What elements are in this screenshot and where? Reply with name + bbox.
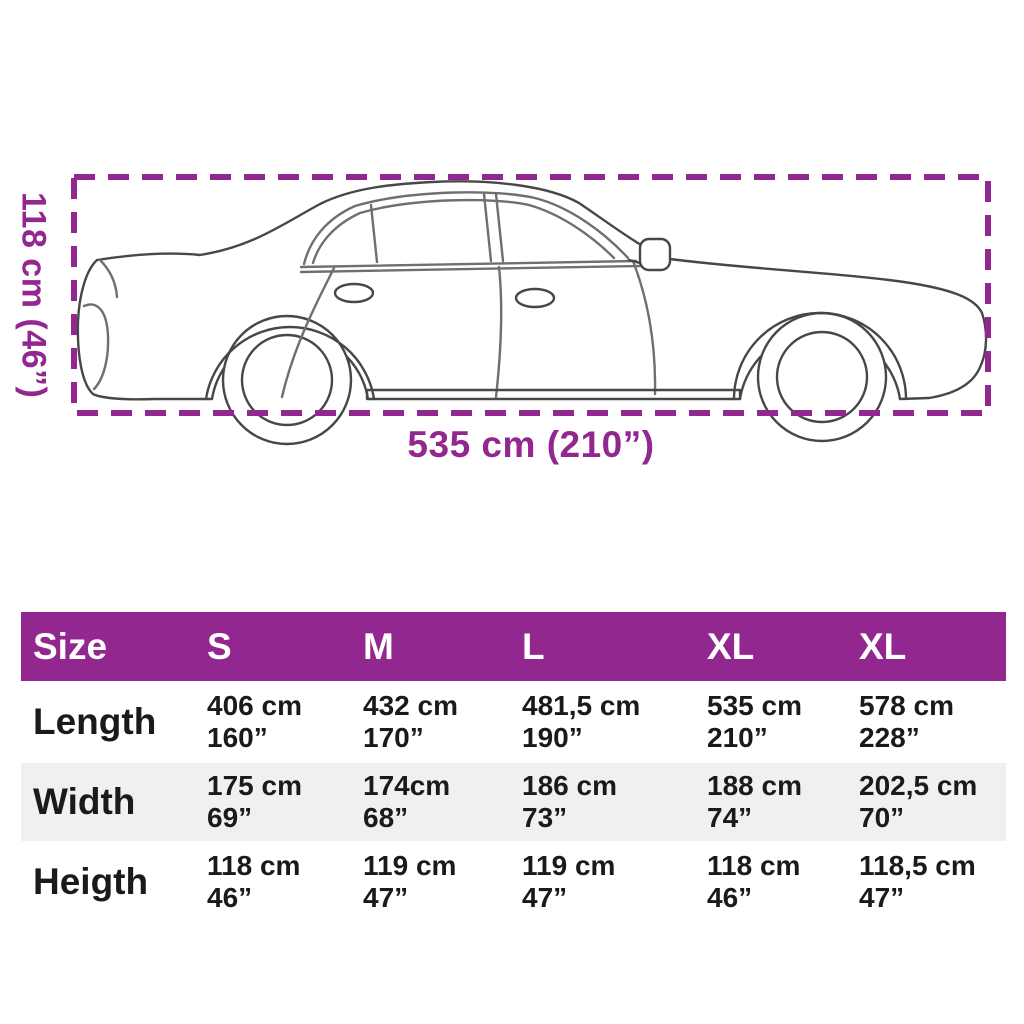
width-xl: 188 cm 74”: [707, 769, 802, 833]
header-cell-xl: XL: [707, 625, 755, 667]
size-chart-table: Size S M L XL XL Length 406 cm 160” 432 …: [21, 612, 1006, 923]
door-seams: [280, 259, 657, 399]
height-xl: 118 cm 46”: [707, 849, 801, 913]
length-xl2: 578 cm 228”: [859, 689, 954, 753]
rear-wheel-arch: [204, 325, 376, 401]
length-xl: 535 cm 210”: [707, 689, 802, 753]
length-m: 432 cm 170”: [363, 689, 458, 753]
rear-bumper-lines: [82, 258, 119, 391]
height-dimension-text: 118 cm (46”): [14, 191, 53, 399]
row-label-width: Width: [33, 780, 136, 822]
length-l: 481,5 cm 190”: [522, 689, 641, 753]
size-chart-header-row: Size S M L XL XL: [21, 612, 1006, 681]
rear-door-handle: [333, 282, 375, 304]
front-door-handle: [514, 287, 556, 309]
height-xl2: 118,5 cm 47”: [859, 849, 976, 913]
side-mirror: [627, 237, 672, 272]
car-dimension-diagram: [71, 174, 991, 446]
header-cell-m: M: [363, 625, 394, 667]
table-row-height: Heigth 118 cm 46” 119 cm 47” 119 cm 47” …: [21, 841, 1006, 923]
width-m: 174cm 68”: [363, 769, 451, 833]
table-row-width: Width 175 cm 69” 174cm 68” 186 cm 73” 18…: [21, 763, 1006, 841]
car-illustration: [76, 180, 988, 446]
car-windows: [299, 191, 642, 274]
height-s: 118 cm 46”: [207, 849, 301, 913]
header-cell-xl2: XL: [859, 625, 907, 667]
height-dimension-label: 118 cm (46”): [4, 177, 62, 413]
table-row-length: Length 406 cm 160” 432 cm 170” 481,5 cm …: [21, 681, 1006, 763]
rocker-sill: [365, 388, 742, 401]
length-dimension-label: 535 cm (210”): [407, 424, 655, 465]
height-l: 119 cm 47”: [522, 849, 616, 913]
width-s: 175 cm 69”: [207, 769, 302, 833]
header-cell-l: L: [522, 625, 545, 667]
length-s: 406 cm 160”: [207, 689, 302, 753]
front-wheel: [756, 311, 888, 443]
row-label-height: Heigth: [33, 860, 149, 902]
dashed-measurement-box: [71, 174, 991, 416]
width-l: 186 cm 73”: [522, 769, 617, 833]
header-cell-size: Size: [33, 625, 108, 667]
row-label-length: Length: [33, 700, 157, 742]
width-xl2: 202,5 cm 70”: [859, 769, 978, 833]
front-wheel-arch: [732, 311, 908, 401]
header-cell-s: S: [207, 625, 232, 667]
height-m: 119 cm 47”: [363, 849, 457, 913]
